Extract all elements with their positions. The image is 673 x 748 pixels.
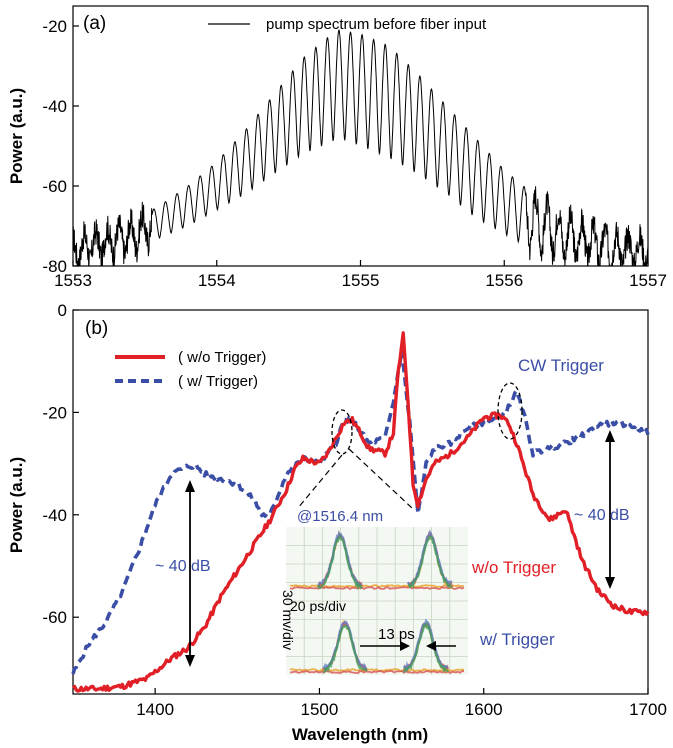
panel-b-y-tick-label: -20 (42, 403, 67, 422)
inset-label-with-trigger: w/ Trigger (479, 630, 555, 649)
panel-a-y-tick-label: -80 (42, 257, 67, 276)
panel-b-y-tick-label: -40 (42, 506, 67, 525)
inset-y-scale-label: 30 mv/div (280, 590, 296, 650)
panel-a-label: (a) (83, 13, 106, 34)
panel-b-x-tick-label: 1500 (301, 700, 339, 719)
legend-label-with-trigger: ( w/ Trigger) (178, 373, 258, 390)
panel-b-x-tick-label: 1400 (136, 700, 174, 719)
panel-a-plot-area (72, 29, 649, 267)
inset-pointer-left (297, 454, 343, 509)
panel-b-legend: ( w/o Trigger) ( w/ Trigger) (115, 349, 266, 390)
panel-a-y-axis-title: Power (a.u.) (7, 88, 26, 184)
panel-b-x-axis-title: Wavelength (nm) (292, 725, 428, 744)
inset-traces (289, 529, 465, 675)
panel-a-y-tick-label: -20 (42, 17, 67, 36)
panel-b-y-axis-title: Power (a.u.) (7, 457, 26, 553)
cw-trigger-ellipse (497, 382, 523, 440)
panel-a-legend-label: pump spectrum before fiber input (266, 16, 487, 33)
gap-label-right: ~ 40 dB (574, 507, 630, 524)
inset-title: @1516.4 nm (297, 508, 383, 525)
inset-pulse-trace (322, 624, 368, 674)
inset-grid (286, 527, 468, 675)
panel-b-y-tick-label: -60 (42, 608, 67, 627)
panel-b-x-tick-label: 1700 (629, 700, 667, 719)
inset-pulse-trace (316, 533, 363, 591)
panel-b-label: (b) (85, 318, 108, 339)
inset-label-without-trigger: w/o Trigger (471, 558, 556, 577)
panel-a-x-ticks: 1553 1554 1555 1556 1557 (54, 260, 667, 290)
inset-pulse-trace (408, 534, 453, 590)
panel-b-y-tick-label: 0 (58, 301, 67, 320)
panel-a: (a) pump spectrum before fiber input -20… (7, 5, 667, 290)
gap-label-left: ~ 40 dB (155, 558, 211, 575)
inset-pulse-trace (402, 620, 449, 673)
inset: @1516.4 nm 30 mv/div 20 ps/div w/o Trigg… (280, 508, 556, 675)
panel-a-x-tick-label: 1557 (629, 271, 667, 290)
panel-b: (b) 0 -20 -40 -60 1400 1500 1600 1700 Power (a… (7, 301, 667, 744)
panel-a-x-tick-label: 1556 (485, 271, 523, 290)
inset-pulse-trace (322, 620, 368, 673)
panel-a-y-tick-label: -60 (42, 177, 67, 196)
panel-a-x-tick-label: 1555 (342, 271, 380, 290)
panel-a-x-tick-label: 1553 (54, 271, 92, 290)
panel-b-frame (72, 309, 649, 695)
without-trigger-line (71, 331, 650, 693)
panel-b-y-ticks: 0 -20 -40 -60 (42, 301, 79, 627)
pump-spectrum-line (72, 29, 649, 267)
inset-source-ellipse (331, 409, 353, 455)
panel-b-x-tick-label: 1600 (465, 700, 503, 719)
inset-separation-label: 13 ps (378, 626, 415, 643)
inset-x-scale-label: 20 ps/div (290, 598, 346, 614)
inset-pointer-right (348, 448, 413, 509)
inset-baseline-trace (289, 670, 464, 675)
inset-separation-arrows (360, 641, 456, 651)
inset-baseline-trace (289, 667, 464, 673)
gap-arrow-left (185, 480, 195, 667)
gap-arrow-right (605, 430, 615, 589)
legend-label-without-trigger: ( w/o Trigger) (178, 349, 266, 366)
cw-trigger-annotation: CW Trigger (518, 356, 604, 375)
panel-b-x-ticks: 1400 1500 1600 1700 (136, 688, 667, 719)
panel-a-y-tick-label: -40 (42, 97, 67, 116)
panel-b-plot-area (71, 331, 650, 693)
panel-a-x-tick-label: 1554 (198, 271, 236, 290)
